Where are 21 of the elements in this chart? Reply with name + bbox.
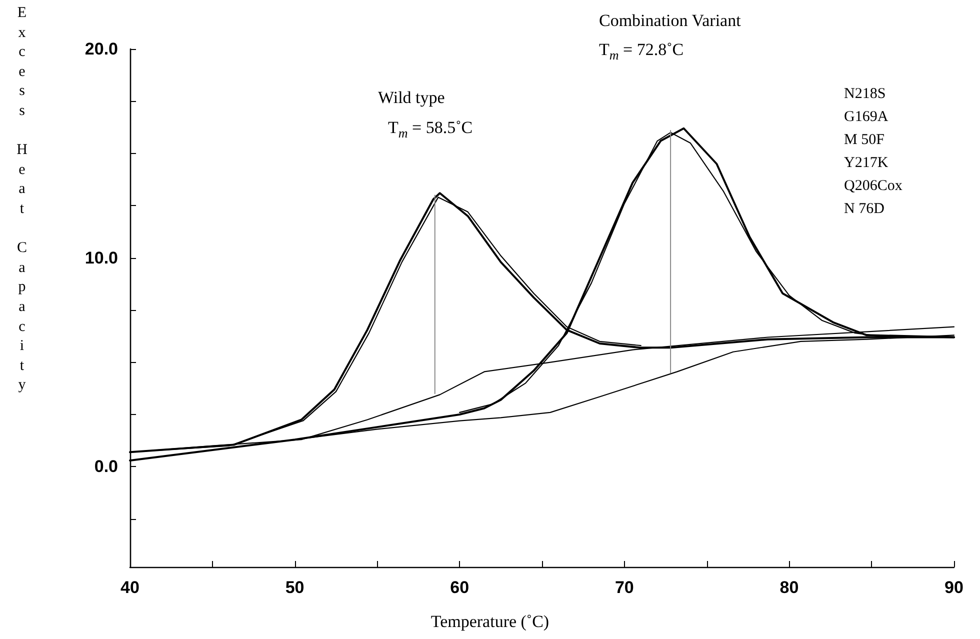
y-tick-label: 20.0 xyxy=(84,40,118,58)
annotation: T$_{m}$ = 72.8˚C xyxy=(599,40,684,62)
y-tick-label: 0.0 xyxy=(94,457,118,476)
text: Combination Variant xyxy=(599,11,741,30)
annotation: N218S xyxy=(844,86,886,102)
x-tick-label: 90 xyxy=(944,578,964,597)
annotation: Q206Cox xyxy=(844,178,902,194)
x-axis-title: Temperature (˚C) xyxy=(430,612,550,632)
x-tick-label: 70 xyxy=(614,578,634,597)
y-tick-label: 10.0 xyxy=(84,248,118,268)
annotation: Wild type xyxy=(378,88,445,107)
annotation: M 50F xyxy=(844,132,884,148)
x-tick-label: 50 xyxy=(285,578,304,597)
x-tick-label: 40 xyxy=(120,578,140,597)
text: Excess Heat Capacity xyxy=(16,5,28,394)
annotation: N 76D xyxy=(844,201,884,217)
annotation: G169A xyxy=(844,109,888,125)
annotation: T$_{m}$ = 58.5˚C xyxy=(388,118,473,140)
annotation: Y217K xyxy=(844,155,888,171)
x-tick-label: 80 xyxy=(780,578,799,597)
x-tick-label: 60 xyxy=(450,578,470,597)
